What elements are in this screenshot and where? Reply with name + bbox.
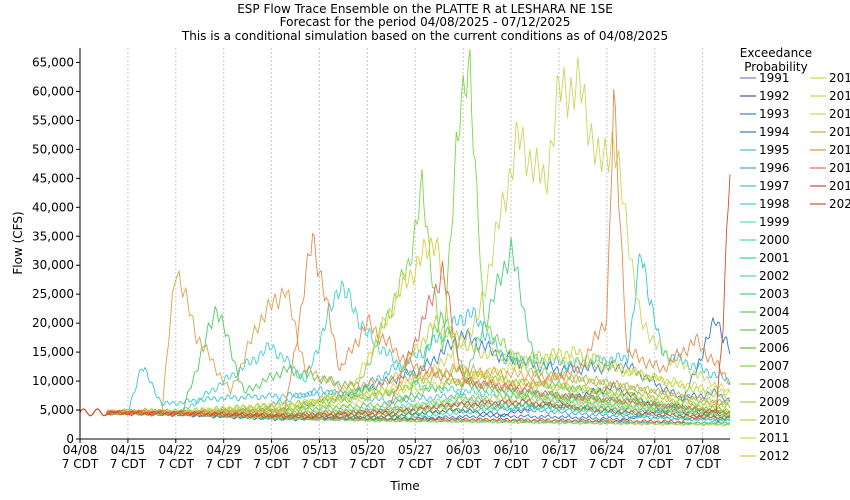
x-tick-date: 05/20 xyxy=(350,443,385,457)
chart-subtitle-2: This is a conditional simulation based o… xyxy=(181,29,668,43)
legend-label-2001: 2001 xyxy=(759,251,790,265)
x-tick-date: 05/06 xyxy=(254,443,289,457)
y-axis-ticks: 0 5,000 10,000 15,000 20,000 25,000 30,000 35,0… xyxy=(32,55,80,446)
x-tick-date: 06/03 xyxy=(446,443,481,457)
series-line-2011 xyxy=(79,353,731,417)
x-tick-date: 06/10 xyxy=(494,443,529,457)
y-tick-label: 60,000 xyxy=(32,84,74,98)
x-tick-time: 7 CDT xyxy=(589,457,626,471)
y-tick-label: 25,000 xyxy=(32,287,74,301)
legend-label-2002: 2002 xyxy=(759,269,790,283)
legend-label-2011: 2011 xyxy=(759,431,790,445)
series-line-2015 xyxy=(79,57,731,417)
x-tick-time: 7 CDT xyxy=(158,457,195,471)
legend-label-2018: 2018 xyxy=(829,161,850,175)
legend-label-2004: 2004 xyxy=(759,305,790,319)
series-line-2013 xyxy=(79,237,731,417)
series-line-2020 xyxy=(79,174,731,424)
y-tick-label: 10,000 xyxy=(32,374,74,388)
legend-label-2007: 2007 xyxy=(759,359,790,373)
legend-label-2015: 2015 xyxy=(829,107,850,121)
x-tick-time: 7 CDT xyxy=(253,457,290,471)
x-tick-date: 04/22 xyxy=(158,443,193,457)
legend-label-1991: 1991 xyxy=(759,71,790,85)
legend-label-2009: 2009 xyxy=(759,395,790,409)
legend-label-1998: 1998 xyxy=(759,197,790,211)
y-tick-label: 65,000 xyxy=(32,55,74,69)
chart-subtitle-1: Forecast for the period 04/08/2025 - 07/… xyxy=(280,15,571,29)
x-tick-time: 7 CDT xyxy=(637,457,674,471)
series-line-2019 xyxy=(79,398,731,420)
legend-label-2008: 2008 xyxy=(759,377,790,391)
y-tick-label: 15,000 xyxy=(32,345,74,359)
x-tick-date: 04/08 xyxy=(63,443,98,457)
legend-label-2012: 2012 xyxy=(759,449,790,463)
y-tick-label: 5,000 xyxy=(40,403,74,417)
x-tick-date: 06/17 xyxy=(542,443,577,457)
x-axis-label: Time xyxy=(389,479,419,493)
series-line-2004 xyxy=(79,305,731,417)
x-tick-time: 7 CDT xyxy=(349,457,386,471)
x-tick-date: 07/08 xyxy=(685,443,720,457)
y-tick-label: 55,000 xyxy=(32,113,74,127)
legend: Exceedance Probability 1991 1992 1993 1994 1… xyxy=(740,46,850,463)
y-tick-label: 0 xyxy=(66,432,74,446)
x-tick-time: 7 CDT xyxy=(493,457,530,471)
legend-label-1994: 1994 xyxy=(759,125,790,139)
x-tick-date: 04/15 xyxy=(111,443,146,457)
x-tick-date: 05/27 xyxy=(398,443,433,457)
legend-label-2017: 2017 xyxy=(829,143,850,157)
y-tick-label: 20,000 xyxy=(32,316,74,330)
legend-label-2014: 2014 xyxy=(829,89,850,103)
legend-label-1995: 1995 xyxy=(759,143,790,157)
x-tick-time: 7 CDT xyxy=(301,457,338,471)
x-tick-time: 7 CDT xyxy=(205,457,242,471)
y-tick-label: 40,000 xyxy=(32,200,74,214)
legend-label-2013: 2013 xyxy=(829,71,850,85)
legend-label-2006: 2006 xyxy=(759,341,790,355)
x-tick-time: 7 CDT xyxy=(445,457,482,471)
legend-label-2016: 2016 xyxy=(829,125,850,139)
legend-label-1993: 1993 xyxy=(759,107,790,121)
chart-axes xyxy=(79,48,730,440)
y-tick-label: 45,000 xyxy=(32,171,74,185)
plot-area xyxy=(79,48,731,427)
x-tick-time: 7 CDT xyxy=(62,457,99,471)
legend-label-2000: 2000 xyxy=(759,233,790,247)
legend-title-1: Exceedance xyxy=(740,46,812,60)
legend-label-1997: 1997 xyxy=(759,179,790,193)
chart-title: ESP Flow Trace Ensemble on the PLATTE R … xyxy=(237,2,613,16)
y-tick-label: 35,000 xyxy=(32,229,74,243)
y-tick-label: 50,000 xyxy=(32,142,74,156)
legend-label-2005: 2005 xyxy=(759,323,790,337)
x-tick-time: 7 CDT xyxy=(397,457,434,471)
x-tick-time: 7 CDT xyxy=(110,457,147,471)
x-tick-date: 05/13 xyxy=(302,443,337,457)
x-tick-date: 04/29 xyxy=(206,443,241,457)
legend-label-1999: 1999 xyxy=(759,215,790,229)
x-tick-date: 06/24 xyxy=(590,443,625,457)
x-tick-time: 7 CDT xyxy=(684,457,721,471)
y-axis-label: Flow (CFS) xyxy=(11,211,25,274)
legend-label-1996: 1996 xyxy=(759,161,790,175)
legend-label-2019: 2019 xyxy=(829,179,850,193)
x-tick-time: 7 CDT xyxy=(541,457,578,471)
legend-label-2010: 2010 xyxy=(759,413,790,427)
legend-title-2: Probability xyxy=(744,60,807,74)
legend-label-2020: 2020 xyxy=(829,197,850,211)
series-line-2016 xyxy=(79,269,731,417)
legend-label-1992: 1992 xyxy=(759,89,790,103)
legend-label-2003: 2003 xyxy=(759,287,790,301)
y-tick-label: 30,000 xyxy=(32,258,74,272)
x-tick-date: 07/01 xyxy=(637,443,672,457)
